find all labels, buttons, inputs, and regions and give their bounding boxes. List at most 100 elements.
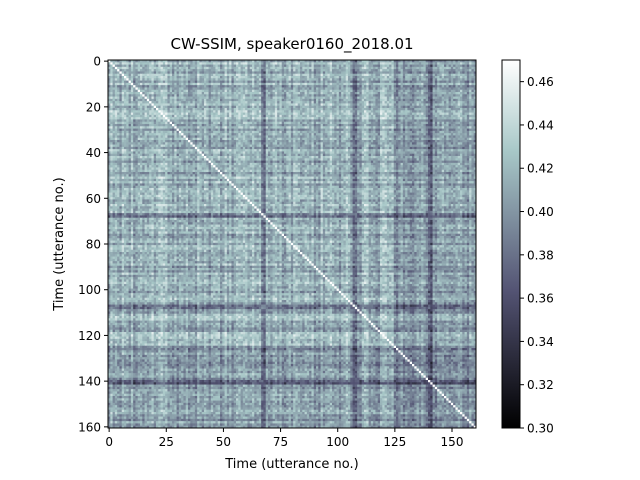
heatmap-cell (336, 121, 340, 125)
heatmap-cell (172, 110, 175, 113)
heatmap-cell (149, 82, 152, 86)
heatmap-cell (425, 85, 429, 88)
heatmap-cell (444, 87, 447, 91)
heatmap-cell (272, 108, 276, 111)
heatmap-cell (405, 110, 408, 113)
heatmap-cell (158, 105, 161, 109)
heatmap-cell (430, 121, 433, 125)
heatmap-cell (334, 119, 337, 123)
heatmap-cell (206, 64, 209, 68)
heatmap-cell (361, 89, 365, 93)
heatmap-cell (428, 69, 431, 72)
heatmap-cell (393, 117, 397, 120)
heatmap-cell (117, 64, 120, 68)
heatmap-cell (112, 126, 116, 129)
heatmap-cell (302, 78, 305, 81)
heatmap-cell (178, 126, 182, 129)
heatmap-cell (279, 60, 283, 63)
heatmap-cell (238, 92, 241, 95)
heatmap-cell (247, 128, 251, 132)
heatmap-cell (407, 117, 411, 120)
heatmap-cell (348, 124, 351, 127)
heatmap-cell (229, 64, 232, 68)
heatmap-cell (286, 76, 289, 79)
heatmap-cell (393, 121, 397, 125)
heatmap-cell (160, 85, 164, 88)
heatmap-cell (233, 76, 237, 79)
heatmap-cell (418, 114, 422, 118)
heatmap-cell (108, 103, 111, 107)
heatmap-cell (425, 78, 429, 81)
heatmap-cell (220, 73, 223, 77)
heatmap-cell (114, 121, 118, 125)
heatmap-cell (414, 76, 417, 79)
heatmap-cell (354, 82, 358, 86)
heatmap-cell (190, 62, 193, 65)
heatmap-cell (215, 119, 219, 123)
heatmap-cell (441, 117, 445, 120)
heatmap-cell (423, 73, 427, 77)
heatmap-cell (210, 69, 214, 72)
heatmap-cell (222, 126, 225, 129)
heatmap-cell (133, 92, 136, 95)
heatmap-cell (311, 128, 315, 132)
heatmap-cell (108, 73, 111, 77)
heatmap-cell (181, 117, 184, 120)
heatmap-cell (393, 98, 397, 102)
heatmap-cell (464, 128, 468, 132)
heatmap-cell (121, 112, 125, 116)
heatmap-cell (231, 92, 235, 95)
heatmap-cell (322, 98, 326, 102)
heatmap-cell (380, 114, 383, 118)
heatmap-cell (144, 78, 148, 81)
heatmap-cell (370, 92, 374, 95)
heatmap-cell (345, 101, 349, 104)
heatmap-cell (140, 94, 143, 97)
heatmap-cell (393, 110, 397, 113)
heatmap-cell (178, 60, 182, 63)
heatmap-cell (357, 103, 360, 107)
heatmap-cell (119, 64, 123, 68)
heatmap-cell (265, 66, 269, 70)
heatmap-cell (130, 126, 134, 129)
heatmap-cell (407, 71, 411, 75)
heatmap-cell (306, 128, 310, 132)
heatmap-cell (201, 80, 205, 84)
heatmap-cell (409, 92, 413, 95)
heatmap-cell (114, 78, 118, 81)
heatmap-cell (142, 92, 145, 95)
heatmap-cell (183, 108, 187, 111)
heatmap-cell (398, 128, 401, 132)
heatmap-cell (293, 66, 296, 70)
heatmap-cell (311, 69, 315, 72)
heatmap-cell (341, 85, 344, 88)
heatmap-cell (302, 60, 305, 63)
heatmap-cell (313, 76, 317, 79)
heatmap-cell (144, 66, 148, 70)
heatmap-cell (432, 108, 436, 111)
heatmap-cell (343, 114, 347, 118)
heatmap-cell (256, 126, 260, 129)
heatmap-cell (156, 82, 159, 86)
heatmap-cell (261, 64, 264, 68)
heatmap-cell (334, 121, 337, 125)
heatmap-cell (249, 117, 253, 120)
heatmap-cell (226, 117, 230, 120)
heatmap-cell (144, 71, 148, 75)
heatmap-cell (325, 64, 328, 68)
heatmap-cell (309, 60, 312, 63)
heatmap-cell (256, 114, 260, 118)
heatmap-cell (112, 73, 116, 77)
heatmap-cell (297, 110, 301, 113)
heatmap-cell (188, 82, 191, 86)
heatmap-cell (437, 98, 440, 102)
heatmap-cell (306, 87, 310, 91)
heatmap-cell (384, 82, 388, 86)
heatmap-cell (464, 87, 468, 91)
heatmap-cell (393, 124, 397, 127)
heatmap-cell (130, 94, 134, 97)
heatmap-cell (444, 92, 447, 95)
heatmap-cell (215, 112, 219, 116)
heatmap-cell (167, 128, 171, 132)
heatmap-cell (464, 66, 468, 70)
